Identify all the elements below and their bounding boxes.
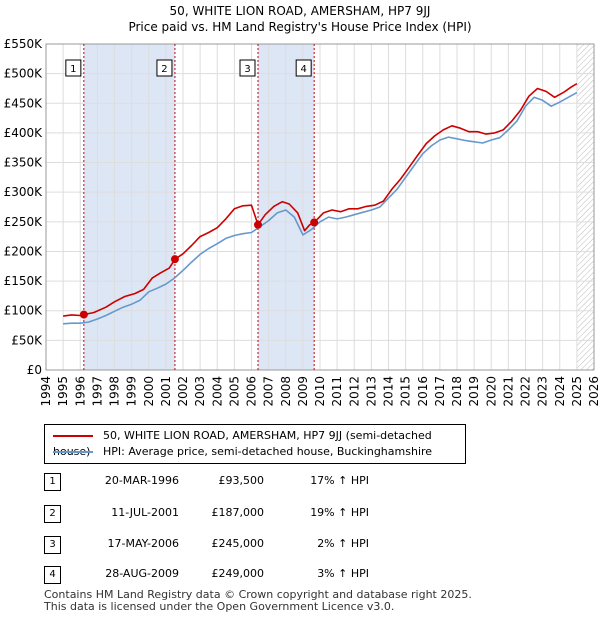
transaction-row: 1 20-MAR-1996 £93,500 17% ↑ HPI [44,473,384,491]
legend-swatch-blue [53,451,93,453]
transaction-hpi: 19% ↑ HPI [310,506,369,519]
transaction-hpi: 3% ↑ HPI [317,567,369,580]
y-tick-label: £150K [4,274,44,288]
price-chart: £0 £50K £100K £150K £200K £250K £300K £350K £400… [4,37,600,407]
x-tick-label: 2025 [570,376,584,407]
y-tick-label: £250K [4,215,44,229]
x-tick-label: 2018 [450,376,464,407]
legend-swatch-red [53,435,93,437]
y-tick-label: £200K [4,244,44,258]
sale-label-frame [65,59,82,77]
legend: 50, WHITE LION ROAD, AMERSHAM, HP7 9JJ (… [44,424,466,464]
y-tick-label: £500K [4,67,44,81]
x-tick-label: 2000 [142,376,156,407]
legend-item-hpi: HPI: Average price, semi-detached house,… [53,444,432,460]
sale-label-box: 2 [156,59,173,77]
sale-label-box: 4 [295,59,312,77]
transaction-price: £245,000 [211,537,265,550]
legend-label-hpi: HPI: Average price, semi-detached house,… [103,445,433,458]
x-tick-label: 1994 [39,376,53,407]
x-tick-label: 2013 [364,376,378,407]
transaction-price: £249,000 [211,567,265,580]
x-tick-label: 2022 [519,376,533,407]
y-tick-label: £450K [4,96,44,110]
x-tick-label: 1995 [56,376,70,407]
x-tick-label: 2026 [587,376,600,407]
x-tick-label: 1996 [73,376,87,407]
sale-label-frame [239,59,256,77]
x-tick-label: 2007 [262,376,276,407]
x-tick-label: 2001 [159,376,173,407]
y-tick-label: £550K [4,37,44,51]
footer-licence: This data is licensed under the Open Gov… [44,600,395,613]
x-tick-label: 2009 [296,376,310,407]
sale-label-number: 1 [70,64,76,75]
x-tick-label: 2016 [416,376,430,407]
x-tick-label: 2017 [433,376,447,407]
transaction-price: £187,000 [211,506,265,519]
sale-label-box: 1 [65,59,82,77]
sale-point [79,310,88,319]
sale-point [254,220,263,229]
sale-point [310,218,319,227]
transaction-hpi: 17% ↑ HPI [310,474,369,487]
transaction-row: 2 11-JUL-2001 £187,000 19% ↑ HPI [44,505,384,523]
x-tick-label: 2011 [330,376,344,407]
y-tick-label: £400K [4,126,44,140]
x-tick-label: 2004 [210,376,224,407]
transaction-number: 2 [44,505,61,523]
x-tick-label: 2002 [176,376,190,407]
future-hatch [576,44,594,370]
hpi-line [63,91,578,325]
x-tick-label: 2021 [501,376,515,407]
y-tick-label: £100K [4,304,44,318]
sale-label-number: 4 [300,64,306,75]
y-tick-label: £0 [27,363,42,377]
legend-item-property: 50, WHITE LION ROAD, AMERSHAM, HP7 9JJ (… [53,428,465,458]
x-tick-label: 2014 [382,376,396,407]
transaction-date: 11-JUL-2001 [111,506,179,519]
transaction-date: 28-AUG-2009 [105,567,179,580]
y-tick-label: £50K [11,333,43,347]
transaction-number: 3 [44,536,61,554]
sale-label-box: 3 [239,59,256,77]
sale-label-frame [156,59,173,77]
transaction-hpi: 2% ↑ HPI [317,537,369,550]
footer-copyright: Contains HM Land Registry data © Crown c… [44,588,472,601]
sale-point [170,255,179,264]
sale-label-number: 2 [161,64,167,75]
x-tick-label: 2003 [193,376,207,407]
transaction-number: 1 [44,473,61,491]
chart-title: 50, WHITE LION ROAD, AMERSHAM, HP7 9JJ [169,4,431,18]
x-tick-label: 1999 [125,376,139,407]
transaction-number: 4 [44,566,61,584]
x-tick-label: 2005 [227,376,241,407]
x-tick-label: 2010 [313,376,327,407]
sale-label-frame [295,59,312,77]
y-tick-label: £300K [4,185,44,199]
transaction-price: £93,500 [218,474,265,487]
x-tick-label: 2008 [279,376,293,407]
x-tick-label: 2024 [553,376,567,407]
sale-label-number: 3 [244,64,250,75]
x-tick-label: 2015 [399,376,413,407]
x-tick-label: 1998 [108,376,122,407]
transaction-date: 17-MAY-2006 [107,537,179,550]
chart-subtitle: Price paid vs. HM Land Registry's House … [128,20,472,34]
x-tick-label: 2020 [484,376,498,407]
shaded-period [83,44,175,370]
x-tick-label: 2012 [347,376,361,407]
plot-frame [45,43,595,371]
x-tick-label: 2006 [245,376,259,407]
transaction-row: 3 17-MAY-2006 £245,000 2% ↑ HPI [44,536,384,554]
transaction-row: 4 28-AUG-2009 £249,000 3% ↑ HPI [44,566,384,584]
x-tick-label: 2023 [536,376,550,407]
x-tick-label: 2019 [467,376,481,407]
x-tick-label: 1997 [90,376,104,407]
y-tick-label: £350K [4,156,44,170]
transaction-date: 20-MAR-1996 [104,474,179,487]
